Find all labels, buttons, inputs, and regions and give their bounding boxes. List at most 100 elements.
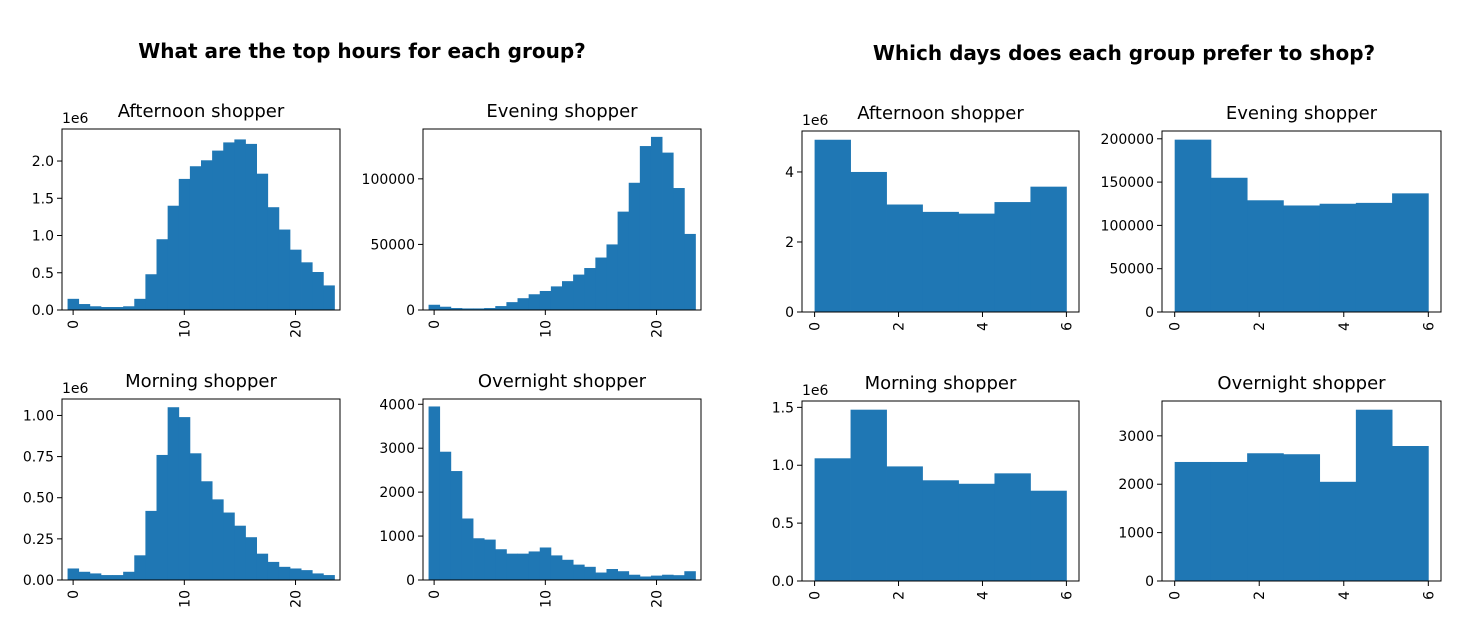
- bar: [617, 571, 630, 580]
- x-tick-label: 2: [892, 322, 908, 331]
- bar: [528, 551, 541, 580]
- y-tick-label: 1.0: [772, 458, 794, 474]
- bar: [201, 481, 213, 580]
- bar: [539, 290, 552, 310]
- bar: [628, 182, 641, 310]
- subplot-title: Overnight shopper: [478, 371, 647, 392]
- bar: [78, 304, 91, 310]
- y-tick-label: 1.5: [772, 400, 794, 416]
- group-title-hours: What are the top hours for each group?: [138, 39, 586, 63]
- bar: [684, 233, 696, 310]
- subplot-title: Afternoon shopper: [118, 101, 285, 122]
- bar: [278, 229, 291, 310]
- bar: [958, 483, 995, 581]
- x-tick-label: 2: [892, 591, 908, 600]
- bar: [850, 409, 887, 581]
- bar: [1319, 203, 1357, 312]
- y-tick-label: 2000: [379, 485, 415, 501]
- y-tick-label: 100000: [1101, 218, 1154, 234]
- subplot-title: Overnight shopper: [1217, 373, 1386, 394]
- x-tick-label: 0: [66, 590, 82, 599]
- bar: [562, 281, 574, 310]
- y-tick-label: 0.25: [23, 532, 54, 548]
- bar: [562, 559, 574, 580]
- axes-frame: [422, 398, 702, 581]
- bar: [886, 466, 923, 581]
- bar: [1319, 481, 1357, 581]
- bar: [506, 302, 518, 310]
- axes-frame: [801, 400, 1080, 582]
- x-tick-label: 0: [1168, 322, 1184, 331]
- x-tick-label: 0: [808, 322, 824, 331]
- bar: [123, 571, 135, 580]
- bar: [223, 512, 235, 580]
- bar: [100, 575, 113, 580]
- bar: [289, 568, 302, 580]
- bar: [145, 510, 157, 580]
- y-offset-label: 1e6: [62, 381, 89, 397]
- bar: [112, 307, 124, 310]
- bar: [495, 549, 507, 580]
- bar: [1355, 202, 1393, 312]
- bar: [1174, 461, 1212, 581]
- bar: [189, 166, 202, 310]
- bar: [234, 139, 246, 310]
- bar: [301, 570, 313, 580]
- axes-frame: [422, 128, 702, 311]
- bar: [223, 142, 235, 310]
- subplot-8: 0 1000 2000 3000 0 2 4 6 Overnight shopper: [1118, 373, 1442, 600]
- subplot-title: Afternoon shopper: [857, 103, 1024, 124]
- x-tick-label: 6: [1059, 322, 1075, 331]
- subplot-5: 0 2 4 0 2 4 6 Afternoon shopper 1e6: [785, 103, 1080, 331]
- y-tick-label: 2.0: [32, 154, 54, 170]
- y-tick-label: 4: [785, 165, 794, 181]
- y-tick-label: 0.0: [772, 574, 794, 590]
- bar: [112, 575, 124, 580]
- bar: [506, 553, 518, 580]
- bar: [850, 171, 887, 312]
- x-tick-label: 0: [66, 320, 82, 329]
- bar: [67, 298, 80, 310]
- bar: [1283, 454, 1321, 581]
- y-offset-label: 1e6: [802, 113, 829, 129]
- bar: [517, 298, 530, 310]
- y-tick-label: 3000: [1118, 429, 1154, 445]
- x-tick-label: 6: [1059, 591, 1075, 600]
- bar: [439, 306, 452, 310]
- bar: [662, 152, 674, 310]
- subplot-title: Evening shopper: [486, 101, 638, 122]
- bar: [473, 308, 485, 310]
- y-tick-label: 0: [406, 303, 415, 319]
- bar: [814, 458, 851, 581]
- bar: [606, 569, 618, 580]
- y-tick-label: 0: [785, 305, 794, 321]
- bar: [617, 211, 630, 310]
- x-tick-label: 0: [1168, 591, 1184, 600]
- bar: [473, 538, 485, 580]
- bar: [684, 571, 696, 580]
- bar: [234, 525, 246, 580]
- y-tick-label: 0.50: [23, 491, 54, 507]
- bar: [428, 304, 441, 310]
- x-tick-label: 2: [1252, 322, 1268, 331]
- y-tick-label: 1000: [379, 529, 415, 545]
- subplot-1: 0.0 0.5 1.0 1.5 2.0 0 10 20 Afternoon shopper 1e6: [32, 101, 341, 338]
- bar: [145, 274, 157, 310]
- bar: [573, 274, 585, 310]
- bar: [628, 574, 641, 580]
- bar: [650, 575, 663, 580]
- x-tick-label: 10: [538, 320, 554, 338]
- y-offset-label: 1e6: [62, 111, 89, 127]
- y-tick-label: 150000: [1101, 175, 1154, 191]
- bar: [573, 564, 585, 580]
- y-tick-label: 3000: [379, 441, 415, 457]
- bar: [178, 417, 191, 580]
- bar: [595, 257, 607, 310]
- bar: [100, 307, 113, 310]
- bar: [517, 553, 530, 580]
- subplot-title: Evening shopper: [1226, 103, 1378, 124]
- bar: [1392, 446, 1429, 581]
- bar: [539, 547, 552, 580]
